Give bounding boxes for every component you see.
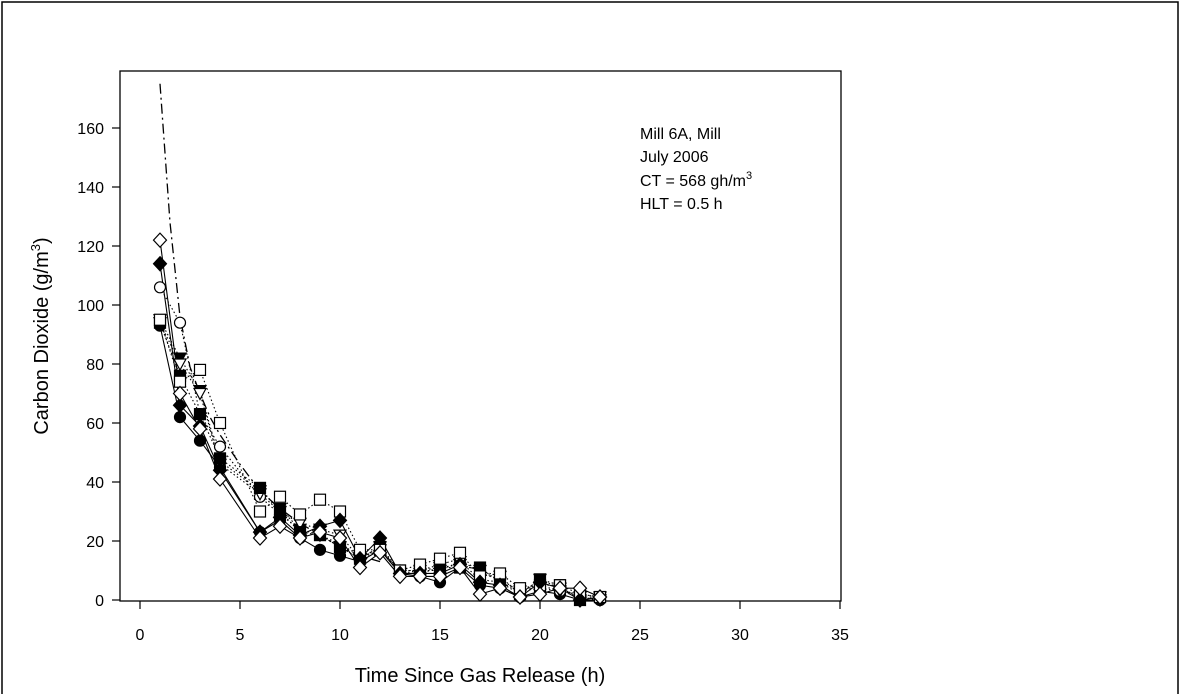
x-tick-label: 10 xyxy=(331,627,349,644)
data-point-square-open xyxy=(493,567,507,580)
series-lines xyxy=(159,240,601,601)
y-tick-label: 140 xyxy=(77,180,104,197)
y-axis-label-main: Carbon Dioxide (g/m xyxy=(31,251,53,434)
plot-area: 0 5 10 15 20 25 30 35 0 20 40 60 80 100 120 140 160 xyxy=(77,70,849,644)
data-point-circle-filled xyxy=(173,411,187,424)
data-point-diamond-open xyxy=(192,421,208,437)
model-curve xyxy=(159,83,381,563)
data-point-diamond-filled xyxy=(572,592,588,608)
data-point-diamond-open xyxy=(412,568,428,585)
data-point-diamond-open xyxy=(552,580,568,597)
data-point-circle-open xyxy=(173,316,187,329)
data-point-square-open xyxy=(213,416,227,430)
data-point-diamond-open xyxy=(272,518,288,535)
data-point-square-open xyxy=(273,490,287,503)
data-point-diamond-open xyxy=(312,524,328,541)
data-point-diamond-open xyxy=(252,530,268,546)
data-point-square-open xyxy=(193,363,207,376)
data-point-diamond-open xyxy=(432,568,448,585)
data-point-diamond-open xyxy=(512,589,528,605)
x-tick-label: 5 xyxy=(236,627,245,644)
y-tick-label: 80 xyxy=(86,357,104,374)
data-point-diamond-open xyxy=(472,586,488,602)
annotation-line-3: CT = 568 gh/m3 xyxy=(640,170,752,190)
data-point-square-open xyxy=(293,508,307,521)
annotation: Mill 6A, Mill July 2006 CT = 568 gh/m3 H… xyxy=(640,126,752,213)
x-tick-label: 15 xyxy=(431,627,449,644)
data-point-diamond-open xyxy=(392,568,408,585)
y-tick-label: 160 xyxy=(77,121,104,138)
data-point-circle-filled xyxy=(313,543,327,556)
data-point-diamond-open xyxy=(212,471,228,487)
y-tick-label: 120 xyxy=(77,239,104,256)
data-point-square-open xyxy=(153,313,167,326)
data-point-diamond-filled xyxy=(172,397,188,414)
y-axis: 0 20 40 60 80 100 120 140 160 xyxy=(77,121,120,610)
data-point-diamond-open xyxy=(292,530,308,546)
data-point-diamond-open xyxy=(572,580,588,597)
x-axis-label: Time Since Gas Release (h) xyxy=(355,665,605,687)
annotation-line-3-main: CT = 568 gh/m xyxy=(640,173,746,190)
data-point-diamond-filled xyxy=(332,512,348,529)
data-point-circle-filled xyxy=(193,434,207,447)
y-tick-label: 0 xyxy=(95,593,104,610)
annotation-line-3-superscript: 3 xyxy=(746,170,752,182)
series-markers xyxy=(152,232,608,608)
data-point-square-open xyxy=(173,375,187,388)
series-line-2 xyxy=(159,287,601,598)
data-point-square-open xyxy=(453,546,467,559)
data-point-square-filled xyxy=(193,408,207,421)
x-tick-label: 30 xyxy=(731,627,749,644)
annotation-line-4: HLT = 0.5 h xyxy=(640,196,723,213)
series-line-8 xyxy=(159,240,601,598)
plot-frame xyxy=(119,70,842,602)
data-point-diamond-open xyxy=(352,559,368,576)
annotation-line-1: Mill 6A, Mill xyxy=(640,126,721,143)
data-point-diamond-open xyxy=(492,580,508,597)
y-tick-label: 20 xyxy=(86,534,104,551)
data-point-square-open xyxy=(313,493,327,506)
data-point-square-open xyxy=(253,505,267,518)
x-axis: 0 5 10 15 20 25 30 35 xyxy=(136,601,849,644)
x-tick-label: 35 xyxy=(831,627,849,644)
y-axis-label: Carbon Dioxide (g/m3) xyxy=(28,237,53,434)
y-tick-label: 40 xyxy=(86,475,104,492)
y-tick-label: 100 xyxy=(77,298,104,315)
y-axis-label-superscript: 3 xyxy=(28,244,43,251)
data-point-square-filled xyxy=(213,452,227,465)
series-line-3 xyxy=(159,319,600,598)
data-point-triangle-down-open xyxy=(192,387,208,401)
y-tick-label: 60 xyxy=(86,416,104,433)
x-tick-label: 20 xyxy=(531,627,549,644)
data-point-diamond-open xyxy=(372,544,388,561)
data-point-circle-open xyxy=(153,281,167,294)
data-point-triangle-down-open xyxy=(172,358,188,372)
data-point-square-open xyxy=(433,552,447,565)
annotation-line-2: July 2006 xyxy=(640,149,709,166)
data-point-diamond-open xyxy=(452,559,468,576)
data-point-diamond-filled xyxy=(152,255,168,272)
x-tick-label: 0 xyxy=(136,627,145,644)
series-line-5 xyxy=(159,322,601,601)
data-point-circle-open xyxy=(213,440,227,453)
data-point-diamond-open xyxy=(532,586,548,602)
data-point-diamond-open xyxy=(172,385,188,402)
data-point-square-filled xyxy=(253,481,267,494)
data-point-diamond-open xyxy=(152,232,168,248)
x-tick-label: 25 xyxy=(631,627,649,644)
model-curve-line xyxy=(159,83,381,563)
series-line-7 xyxy=(159,263,601,601)
y-axis-label-close: ) xyxy=(31,237,53,244)
data-point-diamond-open xyxy=(592,589,608,605)
data-point-diamond-open xyxy=(332,530,348,546)
